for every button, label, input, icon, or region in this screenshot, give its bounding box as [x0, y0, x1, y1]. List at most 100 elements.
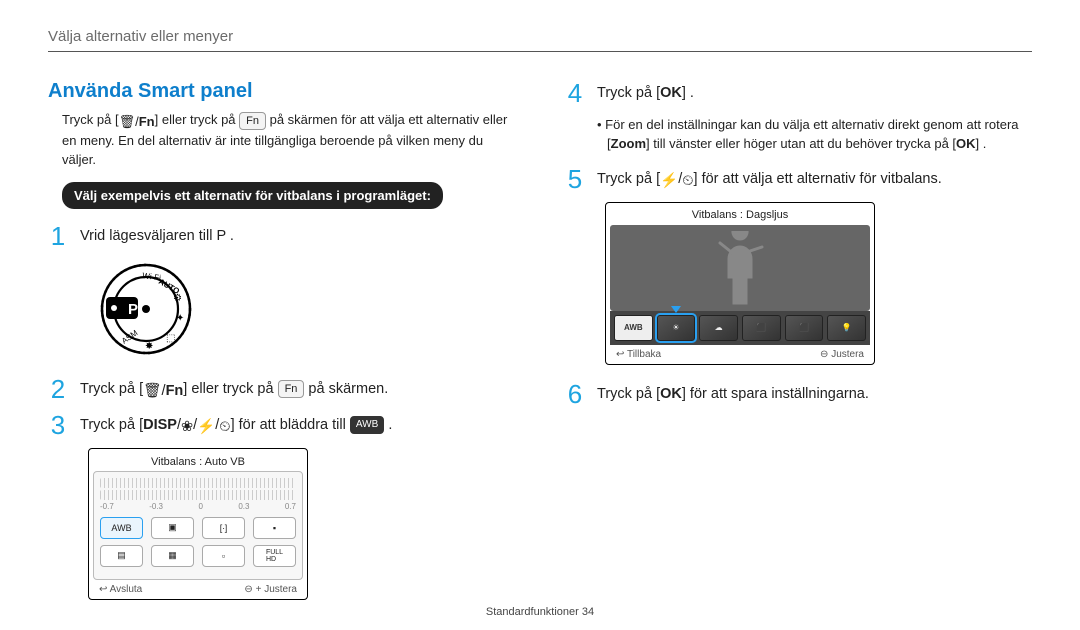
wb-cell[interactable]: ▤ — [100, 545, 143, 567]
num: -0.3 — [149, 502, 163, 511]
awb-pill: AWB — [350, 416, 384, 434]
bullet-post: ] . — [976, 136, 987, 151]
lcd1-footer-right: ⊖ + Justera — [244, 584, 297, 595]
wb-tungsten[interactable]: 💡 — [827, 315, 866, 341]
step-number: 5 — [565, 166, 585, 192]
lcd2-viewport — [610, 225, 870, 311]
step-3: 3 Tryck på [DISP/❀/⚡/⏲] för att bläddra … — [48, 412, 515, 438]
step-6-text: Tryck på [OK] för att spara inställninga… — [597, 381, 869, 405]
trash-fn-icon: 🗑/Fn — [119, 113, 155, 132]
step-6: 6 Tryck på [OK] för att spara inställnin… — [565, 381, 1032, 407]
ok-icon: OK — [660, 386, 682, 402]
wb-options-row: AWB ☀ ☁ ⬛ ⬛ 💡 — [610, 311, 870, 345]
flower-icon: ❀ — [181, 417, 193, 438]
lcd1-nums: -0.7 -0.3 0 0.3 0.7 — [100, 502, 296, 511]
step2-pre: Tryck på [ — [80, 381, 143, 397]
svg-text:✦: ✦ — [176, 313, 184, 324]
step-3-text: Tryck på [DISP/❀/⚡/⏲] för att bläddra ti… — [80, 412, 392, 438]
step-number: 3 — [48, 412, 68, 438]
num: 0 — [198, 502, 202, 511]
step5-pre: Tryck på [ — [597, 171, 660, 187]
lcd1-ruler-top — [100, 478, 296, 488]
lcd2-footer-left: ↩ Tillbaka — [616, 349, 661, 360]
right-column: 4 Tryck på [OK] . För en del inställning… — [565, 80, 1032, 600]
step-1: 1 Vrid lägesväljaren till P . — [48, 223, 515, 249]
wb-cloudy[interactable]: ☁ — [699, 315, 738, 341]
lcd-panel-dagsljus: Vitbalans : Dagsljus AWB ☀ ☁ ⬛ ⬛ 💡 ↩ Til… — [605, 202, 875, 365]
lcd2-title: Vitbalans : Dagsljus — [610, 207, 870, 225]
example-callout: Välj exempelvis ett alternativ för vitba… — [62, 182, 443, 209]
step-number: 6 — [565, 381, 585, 407]
disp-icon: DISP — [143, 417, 177, 433]
step4-post: ] . — [682, 85, 694, 101]
num: 0.3 — [238, 502, 249, 511]
breadcrumb: Välja alternativ eller menyer — [48, 28, 1032, 45]
wb-awb[interactable]: AWB — [614, 315, 653, 341]
left-column: Använda Smart panel Tryck på [🗑/Fn] elle… — [48, 80, 515, 600]
step-number: 1 — [48, 223, 68, 249]
step6-pre: Tryck på [ — [597, 386, 660, 402]
step2-mid: ] eller tryck på — [183, 381, 277, 397]
lcd1-row1: AWB ▣ [∙] ▪ — [100, 517, 296, 539]
step-5: 5 Tryck på [⚡/⏲] för att välja ett alter… — [565, 166, 1032, 192]
bullet-mid: ] till vänster eller höger utan att du b… — [646, 136, 956, 151]
step-number: 2 — [48, 376, 68, 402]
step3-pre: Tryck på [ — [80, 417, 143, 433]
wb-daylight[interactable]: ☀ — [657, 315, 696, 341]
step5-post: ] för att välja ett alternativ för vitba… — [694, 171, 942, 187]
zoom-label: Zoom — [611, 136, 646, 151]
wb-cell[interactable]: ▪ — [253, 517, 296, 539]
fn-button[interactable]: Fn — [278, 380, 305, 398]
step-5-text: Tryck på [⚡/⏲] för att välja ett alterna… — [597, 166, 942, 192]
ok-icon: OK — [660, 85, 682, 101]
silhouette-icon — [710, 231, 770, 305]
timer-icon: ⏲ — [219, 417, 230, 438]
step2-post: på skärmen. — [304, 381, 388, 397]
intro-paragraph: Tryck på [🗑/Fn] eller tryck på Fn på skä… — [62, 111, 515, 170]
mode-dial: P Wi-Fi AUTO ASM ⚙ ✦ ⬚ ✸ — [88, 259, 515, 362]
timer-icon: ⏲ — [682, 171, 693, 192]
page-footer: Standardfunktioner 34 — [0, 606, 1080, 618]
wb-cell-awb[interactable]: AWB — [100, 517, 143, 539]
wb-cell[interactable]: ▫ — [202, 545, 245, 567]
wb-cell[interactable]: ▣ — [151, 517, 194, 539]
wb-cell[interactable]: FULLHD — [253, 545, 296, 567]
wb-fluor-h[interactable]: ⬛ — [742, 315, 781, 341]
flash-icon: ⚡ — [197, 417, 215, 438]
step4-pre: Tryck på [ — [597, 85, 660, 101]
content-columns: Använda Smart panel Tryck på [🗑/Fn] elle… — [48, 80, 1032, 600]
lcd2-footer-right: ⊖ Justera — [820, 349, 864, 360]
step-4: 4 Tryck på [OK] . — [565, 80, 1032, 106]
step-4-text: Tryck på [OK] . — [597, 80, 694, 104]
wb-cell[interactable]: [∙] — [202, 517, 245, 539]
wb-cell[interactable]: ▦ — [151, 545, 194, 567]
lcd1-inner: -0.7 -0.3 0 0.3 0.7 AWB ▣ [∙] ▪ ▤ ▦ ▫ FU… — [93, 471, 303, 580]
num: 0.7 — [285, 502, 296, 511]
flash-icon: ⚡ — [660, 171, 678, 192]
intro-pre: Tryck på [ — [62, 112, 119, 127]
lcd1-row2: ▤ ▦ ▫ FULLHD — [100, 545, 296, 567]
trash-fn-icon: 🗑/Fn — [143, 381, 183, 402]
step4-bullet: För en del inställningar kan du välja et… — [597, 116, 1032, 154]
step3-post: ] för att bläddra till — [231, 417, 350, 433]
step6-post: ] för att spara inställningarna. — [682, 386, 869, 402]
step-1-text: Vrid lägesväljaren till P . — [80, 223, 234, 247]
lcd2-footer: ↩ Tillbaka ⊖ Justera — [610, 345, 870, 360]
section-title: Använda Smart panel — [48, 80, 515, 103]
lcd1-footer-left: ↩ Avsluta — [99, 584, 142, 595]
fn-button[interactable]: Fn — [239, 112, 266, 130]
lcd1-ruler — [100, 490, 296, 500]
svg-text:⚙: ⚙ — [173, 293, 182, 304]
svg-text:P: P — [128, 301, 138, 318]
step-2-text: Tryck på [🗑/Fn] eller tryck på Fn på skä… — [80, 376, 388, 402]
top-divider — [48, 51, 1032, 52]
mode-dial-svg: P Wi-Fi AUTO ASM ⚙ ✦ ⬚ ✸ — [88, 259, 196, 359]
svg-text:⬚: ⬚ — [166, 333, 175, 344]
lcd1-title: Vitbalans : Auto VB — [93, 453, 303, 471]
selection-arrow — [671, 306, 681, 313]
step-2: 2 Tryck på [🗑/Fn] eller tryck på Fn på s… — [48, 376, 515, 402]
lcd1-footer: ↩ Avsluta ⊖ + Justera — [93, 580, 303, 595]
svg-text:✸: ✸ — [145, 341, 153, 352]
ok-icon: OK — [956, 136, 976, 151]
wb-fluor-l[interactable]: ⬛ — [785, 315, 824, 341]
